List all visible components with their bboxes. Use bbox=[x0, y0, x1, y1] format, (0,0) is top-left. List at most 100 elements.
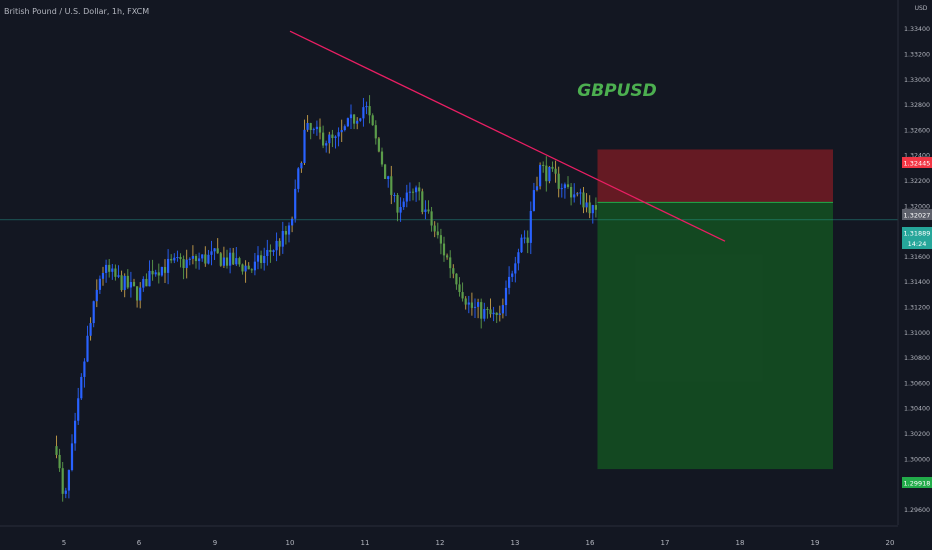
candle-body bbox=[160, 266, 163, 276]
symbol-annotation[interactable]: GBPUSD bbox=[577, 81, 657, 101]
stop-loss-zone[interactable] bbox=[597, 149, 834, 203]
candle-body bbox=[170, 258, 173, 261]
candle-body bbox=[207, 254, 210, 264]
candle-body bbox=[517, 252, 520, 264]
candle-body bbox=[353, 114, 356, 124]
price-tick-label: 1.29600 bbox=[904, 507, 930, 514]
candle-body bbox=[269, 249, 272, 252]
candle-body bbox=[563, 184, 566, 189]
candle-body bbox=[384, 164, 387, 179]
candle-body bbox=[213, 248, 216, 252]
candle-body bbox=[346, 118, 349, 127]
candle-body bbox=[489, 309, 492, 315]
candle-body bbox=[349, 114, 353, 119]
candle-body bbox=[318, 126, 322, 133]
candle-body bbox=[399, 207, 402, 213]
candle-body bbox=[402, 201, 405, 208]
candle-body bbox=[356, 120, 359, 124]
candle-body bbox=[64, 490, 67, 494]
candle-body bbox=[185, 259, 188, 268]
candle-body bbox=[232, 252, 235, 265]
candle-body bbox=[470, 302, 473, 308]
time-tick-label: 10 bbox=[286, 539, 295, 547]
entry-tag bbox=[902, 209, 932, 220]
candle-body bbox=[508, 276, 511, 288]
candle-body bbox=[67, 470, 70, 491]
candle-body bbox=[204, 254, 207, 264]
candle-body bbox=[529, 210, 532, 243]
stop-loss-price: 1.32445 bbox=[904, 160, 931, 168]
candle-body bbox=[570, 186, 573, 198]
candle-body bbox=[418, 187, 421, 192]
candle-body bbox=[334, 136, 337, 139]
candle-body bbox=[461, 292, 464, 299]
candle-body bbox=[315, 126, 318, 130]
price-tick-label: 1.31000 bbox=[904, 330, 930, 337]
candle-body bbox=[421, 191, 424, 212]
candlestick-series bbox=[55, 95, 597, 502]
candle-body bbox=[548, 166, 551, 182]
candle-body bbox=[151, 270, 154, 275]
candle-body bbox=[136, 286, 139, 301]
candle-body bbox=[312, 129, 315, 131]
take-profit-zone[interactable] bbox=[597, 202, 834, 470]
candle-body bbox=[272, 250, 275, 252]
candle-body bbox=[492, 312, 495, 315]
price-tick-label: 1.32400 bbox=[904, 153, 930, 160]
candle-body bbox=[247, 265, 250, 270]
candle-body bbox=[253, 261, 256, 271]
candle-body bbox=[154, 272, 157, 275]
price-axis-panel bbox=[898, 0, 932, 550]
time-tick-label: 16 bbox=[586, 539, 595, 547]
price-tick-label: 1.33200 bbox=[904, 51, 930, 58]
candle-body bbox=[359, 118, 362, 121]
candle-body bbox=[222, 257, 225, 266]
time-tick-label: 17 bbox=[661, 539, 670, 547]
price-tick-label: 1.32000 bbox=[904, 203, 930, 210]
candle-body bbox=[58, 454, 61, 469]
candle-body bbox=[80, 376, 83, 399]
candle-body bbox=[365, 106, 368, 108]
candle-body bbox=[539, 164, 542, 187]
candle-body bbox=[148, 270, 151, 287]
time-axis[interactable]: 5 6 9 10 11 12 13 16 17 18 19 20 bbox=[0, 525, 898, 547]
candle-body bbox=[337, 132, 340, 137]
candle-body bbox=[501, 305, 504, 314]
candle-body bbox=[467, 302, 470, 305]
trendline[interactable] bbox=[289, 30, 726, 242]
candle-body bbox=[114, 268, 117, 277]
candle-body bbox=[139, 287, 142, 301]
candle-body bbox=[108, 264, 111, 272]
candle-body bbox=[179, 257, 182, 260]
candle-body bbox=[439, 235, 442, 244]
candle-body bbox=[275, 240, 278, 251]
candle-body bbox=[427, 209, 430, 212]
bar-countdown: 14:24 bbox=[908, 240, 927, 248]
price-tick-label: 1.30400 bbox=[904, 406, 930, 413]
price-tick-label: 1.32600 bbox=[904, 127, 930, 134]
candle-body bbox=[291, 218, 294, 226]
candle-body bbox=[235, 258, 238, 265]
candle-body bbox=[374, 125, 377, 139]
time-tick-label: 6 bbox=[137, 539, 142, 547]
candle-body bbox=[241, 264, 244, 272]
candle-body bbox=[458, 284, 461, 293]
time-tick-label: 18 bbox=[736, 539, 745, 547]
symbol-title[interactable]: British Pound / U.S. Dollar, 1h, FXCM bbox=[4, 7, 149, 16]
price-axis[interactable]: USD 1.33400 1.33200 1.33000 1.32800 1.32600 1… bbox=[897, 0, 932, 550]
candle-body bbox=[294, 188, 297, 219]
candle-body bbox=[594, 205, 597, 210]
candle-body bbox=[511, 273, 514, 277]
candle-body bbox=[77, 398, 80, 421]
candle-body bbox=[325, 143, 328, 146]
time-tick-labels: 5 6 9 10 11 12 13 16 17 18 19 20 bbox=[62, 539, 895, 547]
candle-body bbox=[126, 275, 129, 288]
candle-body bbox=[219, 253, 222, 266]
candle-body bbox=[390, 176, 393, 195]
candle-body bbox=[340, 130, 343, 133]
price-tick-label: 1.32200 bbox=[904, 178, 930, 185]
candle-body bbox=[210, 251, 213, 255]
candle-body bbox=[260, 255, 263, 263]
candle-body bbox=[250, 269, 253, 271]
